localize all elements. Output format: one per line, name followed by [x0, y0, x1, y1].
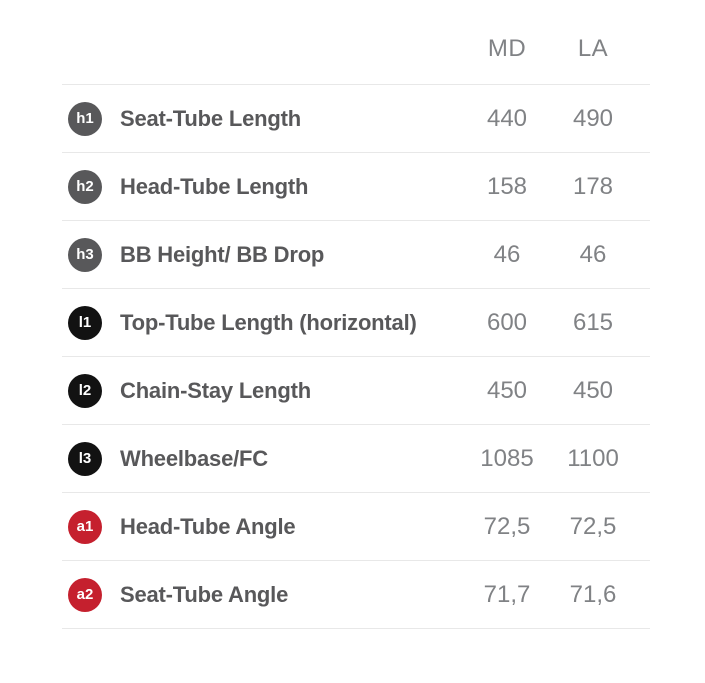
value-la: 72,5 — [569, 512, 617, 540]
dimension-label: Chain-Stay Length — [120, 377, 311, 403]
value-md: 46 — [493, 240, 521, 268]
dimension-badge: l2 — [68, 373, 102, 408]
dimension-badge: a1 — [68, 509, 102, 544]
dimension-label: Seat-Tube Angle — [120, 581, 289, 607]
badge-cell: l2 — [62, 373, 120, 408]
table-row: a1 Head-Tube Angle 72,5 72,5 — [62, 492, 650, 560]
column-header-la: LA — [577, 35, 609, 62]
column-header-md: MD — [487, 35, 527, 62]
dimension-badge: l1 — [68, 305, 102, 340]
value-la: 178 — [572, 172, 614, 200]
geometry-table: MD LA h1 Seat-Tube Length 440 490 h2 Hea… — [62, 14, 650, 629]
value-la: 1100 — [567, 444, 619, 472]
table-row: l3 Wheelbase/FC 1085 1100 — [62, 424, 650, 492]
value-md: 71,7 — [483, 580, 531, 608]
table-row: a2 Seat-Tube Angle 71,7 71,6 — [62, 560, 650, 628]
value-la: 450 — [572, 376, 614, 404]
dimension-badge: h1 — [68, 101, 102, 136]
value-md: 72,5 — [483, 512, 531, 540]
table-row: h1 Seat-Tube Length 440 490 — [62, 84, 650, 152]
badge-cell: h1 — [62, 101, 120, 136]
dimension-label: Head-Tube Angle — [120, 513, 296, 539]
dimension-label: Top-Tube Length (horizontal) — [120, 309, 417, 335]
dimension-label: Seat-Tube Length — [120, 105, 301, 131]
table-header-row: MD LA — [62, 14, 650, 84]
value-la: 71,6 — [569, 580, 617, 608]
value-md: 1085 — [480, 444, 534, 472]
value-md: 158 — [486, 172, 528, 200]
dimension-badge: h2 — [68, 169, 102, 204]
table-row: h3 BB Height/ BB Drop 46 46 — [62, 220, 650, 288]
value-md: 600 — [486, 308, 528, 336]
value-la: 615 — [572, 308, 614, 336]
dimension-badge: h3 — [68, 237, 102, 272]
badge-cell: l1 — [62, 305, 120, 340]
dimension-label: Wheelbase/FC — [120, 445, 268, 471]
dimension-label: BB Height/ BB Drop — [120, 241, 325, 267]
value-la: 490 — [572, 104, 614, 132]
badge-cell: h2 — [62, 169, 120, 204]
dimension-badge: a2 — [68, 577, 102, 612]
badge-cell: a1 — [62, 509, 120, 544]
badge-cell: l3 — [62, 441, 120, 476]
table-row: l2 Chain-Stay Length 450 450 — [62, 356, 650, 424]
dimension-badge: l3 — [68, 441, 102, 476]
badge-cell: a2 — [62, 577, 120, 612]
table-row: l1 Top-Tube Length (horizontal) 600 615 — [62, 288, 650, 356]
badge-cell: h3 — [62, 237, 120, 272]
table-bottom-divider — [62, 628, 650, 629]
value-md: 440 — [486, 104, 528, 132]
dimension-label: Head-Tube Length — [120, 173, 309, 199]
value-la: 46 — [579, 240, 607, 268]
value-md: 450 — [486, 376, 528, 404]
table-row: h2 Head-Tube Length 158 178 — [62, 152, 650, 220]
table-body: h1 Seat-Tube Length 440 490 h2 Head-Tube… — [62, 84, 650, 628]
